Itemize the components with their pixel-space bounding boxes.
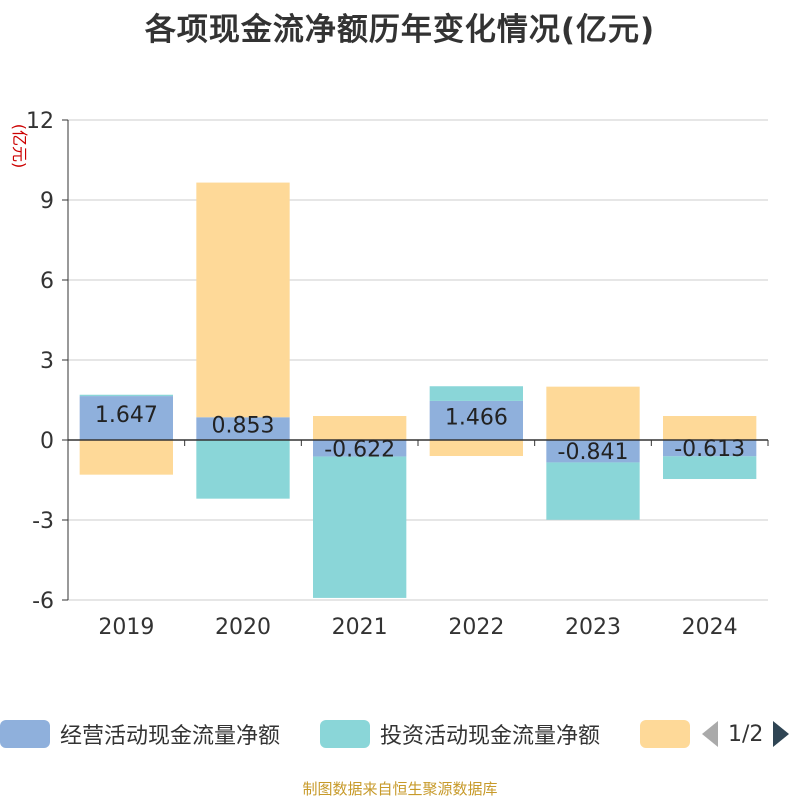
bar-2020-s2: [196, 182, 290, 418]
y-tick-label: 9: [40, 189, 54, 214]
data-label-2019: 1.647: [95, 403, 158, 428]
legend-item-financing[interactable]: [640, 714, 700, 754]
axis-layer: -6 -3 0 3 6 9 12(亿元) 2019 2020 2021 2022 2023 2024: [10, 109, 769, 640]
bar-2021-s2: [313, 416, 407, 440]
legend-page-label: 1/2: [728, 721, 764, 747]
data-label-2020: 0.853: [212, 414, 275, 439]
x-tick-label-2022: 2022: [448, 615, 504, 640]
x-tick-label-2019: 2019: [98, 615, 154, 640]
bar-2023-s1: [546, 462, 640, 520]
y-tick-label: 0: [40, 429, 54, 454]
x-tick-label-2021: 2021: [332, 615, 388, 640]
bar-2020-s0: [196, 417, 290, 440]
y-tick-label: 12: [26, 109, 54, 134]
y-tick-label: 3: [40, 349, 54, 374]
bar-2022-s2: [429, 440, 523, 456]
bar-2021-s1: [313, 456, 407, 598]
legend-item-investing[interactable]: 投资活动现金流量净额: [320, 714, 600, 754]
legend-prev-icon[interactable]: [700, 719, 720, 749]
bar-2024-s2: [663, 416, 757, 440]
data-label-2024: -0.613: [674, 437, 745, 462]
bar-2023-s0: [546, 440, 640, 463]
bar-2019-s0: [79, 396, 173, 440]
bar-2020-s1: [196, 440, 290, 499]
bar-2024-s0: [663, 440, 757, 457]
legend-pager: 1/2: [700, 714, 791, 754]
legend-swatch-financing: [640, 720, 690, 748]
legend-swatch-investing: [320, 720, 370, 748]
bar-2023-s2: [546, 386, 640, 440]
data-label-2022: 1.466: [445, 405, 508, 430]
chart-title: 各项现金流净额历年变化情况(亿元): [144, 12, 656, 48]
bar-2024-s1: [663, 456, 757, 480]
y-axis-title: (亿元): [10, 124, 29, 169]
x-tick-label-2020: 2020: [215, 615, 271, 640]
legend: 经营活动现金流量净额 投资活动现金流量净额 1/2: [0, 714, 800, 754]
label-layer: 1.647 0.853 -0.622 1.466 -0.841 -0.613: [95, 403, 745, 465]
legend-item-operating[interactable]: 经营活动现金流量净额: [0, 714, 280, 754]
data-label-2021: -0.622: [324, 437, 395, 462]
bar-layer: [79, 182, 757, 598]
bar-2019-s1: [79, 394, 173, 397]
x-tick-label-2023: 2023: [565, 615, 621, 640]
legend-next-icon[interactable]: [771, 719, 791, 749]
bar-2019-s2: [79, 440, 173, 475]
grid-layer: [68, 119, 768, 601]
legend-swatch-operating: [0, 720, 50, 748]
source-note: 制图数据来自恒生聚源数据库: [302, 780, 498, 798]
y-tick-label: -6: [32, 589, 54, 614]
bar-2022-s1: [429, 386, 523, 401]
bar-2021-s0: [313, 440, 407, 457]
data-label-2023: -0.841: [558, 440, 629, 465]
legend-label-operating: 经营活动现金流量净额: [60, 724, 281, 749]
bar-2022-s0: [429, 400, 523, 440]
x-tick-label-2024: 2024: [682, 615, 738, 640]
legend-label-investing: 投资活动现金流量净额: [380, 724, 601, 749]
y-tick-label: -3: [32, 509, 54, 534]
y-tick-label: 6: [40, 269, 54, 294]
